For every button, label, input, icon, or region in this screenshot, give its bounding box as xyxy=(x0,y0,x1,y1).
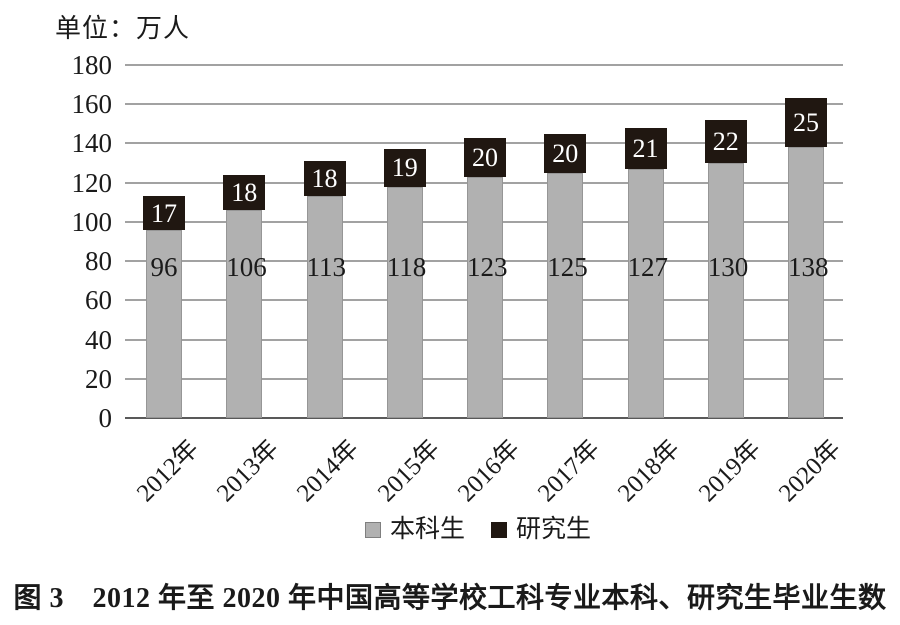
grad-value-label: 18 xyxy=(231,177,258,207)
undergrad-segment: 127 xyxy=(627,168,669,418)
grad-segment: 21 xyxy=(624,127,667,169)
y-tick-label-40: 40 xyxy=(85,324,112,355)
x-tick-label-2020年: 2020年 xyxy=(773,434,847,508)
figure-caption: 图 3 2012 年至 2020 年中国高等学校工科专业本科、研究生毕业生数 xyxy=(13,583,887,614)
gridline-160 xyxy=(125,103,843,106)
grad-segment: 19 xyxy=(383,149,426,187)
y-tick-label-120: 120 xyxy=(71,167,113,198)
x-tick-label-2016年: 2016年 xyxy=(452,434,526,508)
undergrad-value-label: 123 xyxy=(467,252,508,282)
y-tick-label-160: 160 xyxy=(71,89,113,120)
x-tick-label-2013年: 2013年 xyxy=(212,434,285,508)
undergrad-value-label: 113 xyxy=(306,252,347,282)
grad-segment: 20 xyxy=(544,133,587,173)
y-tick-label-180: 180 xyxy=(71,50,113,80)
x-tick-label-2017年: 2017年 xyxy=(533,434,606,508)
grad-segment: 25 xyxy=(785,98,827,148)
legend-label: 研究生 xyxy=(516,516,592,543)
undergrad-segment: 113 xyxy=(306,196,347,418)
x-tick-label-2012年: 2012年 xyxy=(131,434,205,508)
y-tick-label-20: 20 xyxy=(85,363,112,394)
x-tick-label-2019年: 2019年 xyxy=(693,434,766,508)
y-tick-label-0: 0 xyxy=(98,403,113,433)
x-tick-label-2014年: 2014年 xyxy=(292,434,365,508)
y-tick-label-140: 140 xyxy=(71,128,113,159)
undergrad-value-label: 96 xyxy=(150,252,178,282)
grad-segment: 18 xyxy=(223,174,266,211)
undergrad-segment: 106 xyxy=(226,210,267,418)
grad-value-label: 19 xyxy=(391,153,418,183)
gridline-180 xyxy=(125,64,843,66)
legend-swatch-undergrad-icon xyxy=(364,521,381,538)
undergrad-segment: 138 xyxy=(788,147,829,418)
undergrad-value-label: 118 xyxy=(386,252,427,282)
legend-item-undergrad: 本科生 xyxy=(364,516,465,543)
legend-item-grad: 研究生 xyxy=(491,517,591,542)
undergrad-segment: 118 xyxy=(386,186,427,418)
undergrad-segment: 96 xyxy=(146,229,182,418)
y-axis-unit-label: 单位：万人 xyxy=(55,14,191,43)
undergrad-value-label: 130 xyxy=(707,252,749,282)
grad-value-label: 25 xyxy=(793,108,819,138)
grad-value-label: 20 xyxy=(552,138,579,168)
grad-segment: 17 xyxy=(143,196,185,230)
legend-swatch-grad-icon xyxy=(491,521,507,538)
grad-segment: 22 xyxy=(704,119,747,164)
grad-segment: 18 xyxy=(303,161,346,197)
undergrad-segment: 130 xyxy=(707,163,749,418)
grad-value-label: 17 xyxy=(151,198,177,228)
undergrad-segment: 123 xyxy=(467,176,508,418)
grad-segment: 20 xyxy=(464,137,506,177)
y-tick-label-80: 80 xyxy=(85,246,112,277)
undergrad-value-label: 106 xyxy=(226,252,267,282)
undergrad-value-label: 138 xyxy=(788,252,829,282)
grad-value-label: 20 xyxy=(472,142,498,172)
legend: 本科生 研究生 xyxy=(28,517,900,542)
legend-label: 本科生 xyxy=(389,516,465,543)
undergrad-segment: 125 xyxy=(547,172,588,418)
grad-value-label: 18 xyxy=(311,164,338,194)
plot-area: 96 17 106 18 113 18 118 19 123 20 125 20 127 21 130 22 1… xyxy=(125,64,843,419)
undergrad-value-label: 127 xyxy=(627,252,669,282)
y-tick-label-60: 60 xyxy=(85,285,112,316)
undergrad-value-label: 125 xyxy=(547,252,588,282)
gridline-0 xyxy=(125,417,843,419)
grad-value-label: 22 xyxy=(712,126,739,156)
x-tick-label-2018年: 2018年 xyxy=(613,434,686,508)
y-tick-label-100: 100 xyxy=(71,206,113,237)
x-tick-label-2015年: 2015年 xyxy=(372,434,445,508)
grad-value-label: 21 xyxy=(632,133,659,163)
